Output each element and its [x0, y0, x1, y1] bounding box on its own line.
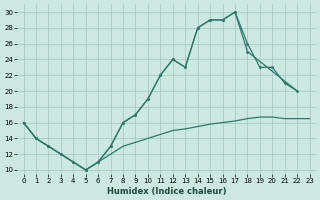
- X-axis label: Humidex (Indice chaleur): Humidex (Indice chaleur): [107, 187, 226, 196]
